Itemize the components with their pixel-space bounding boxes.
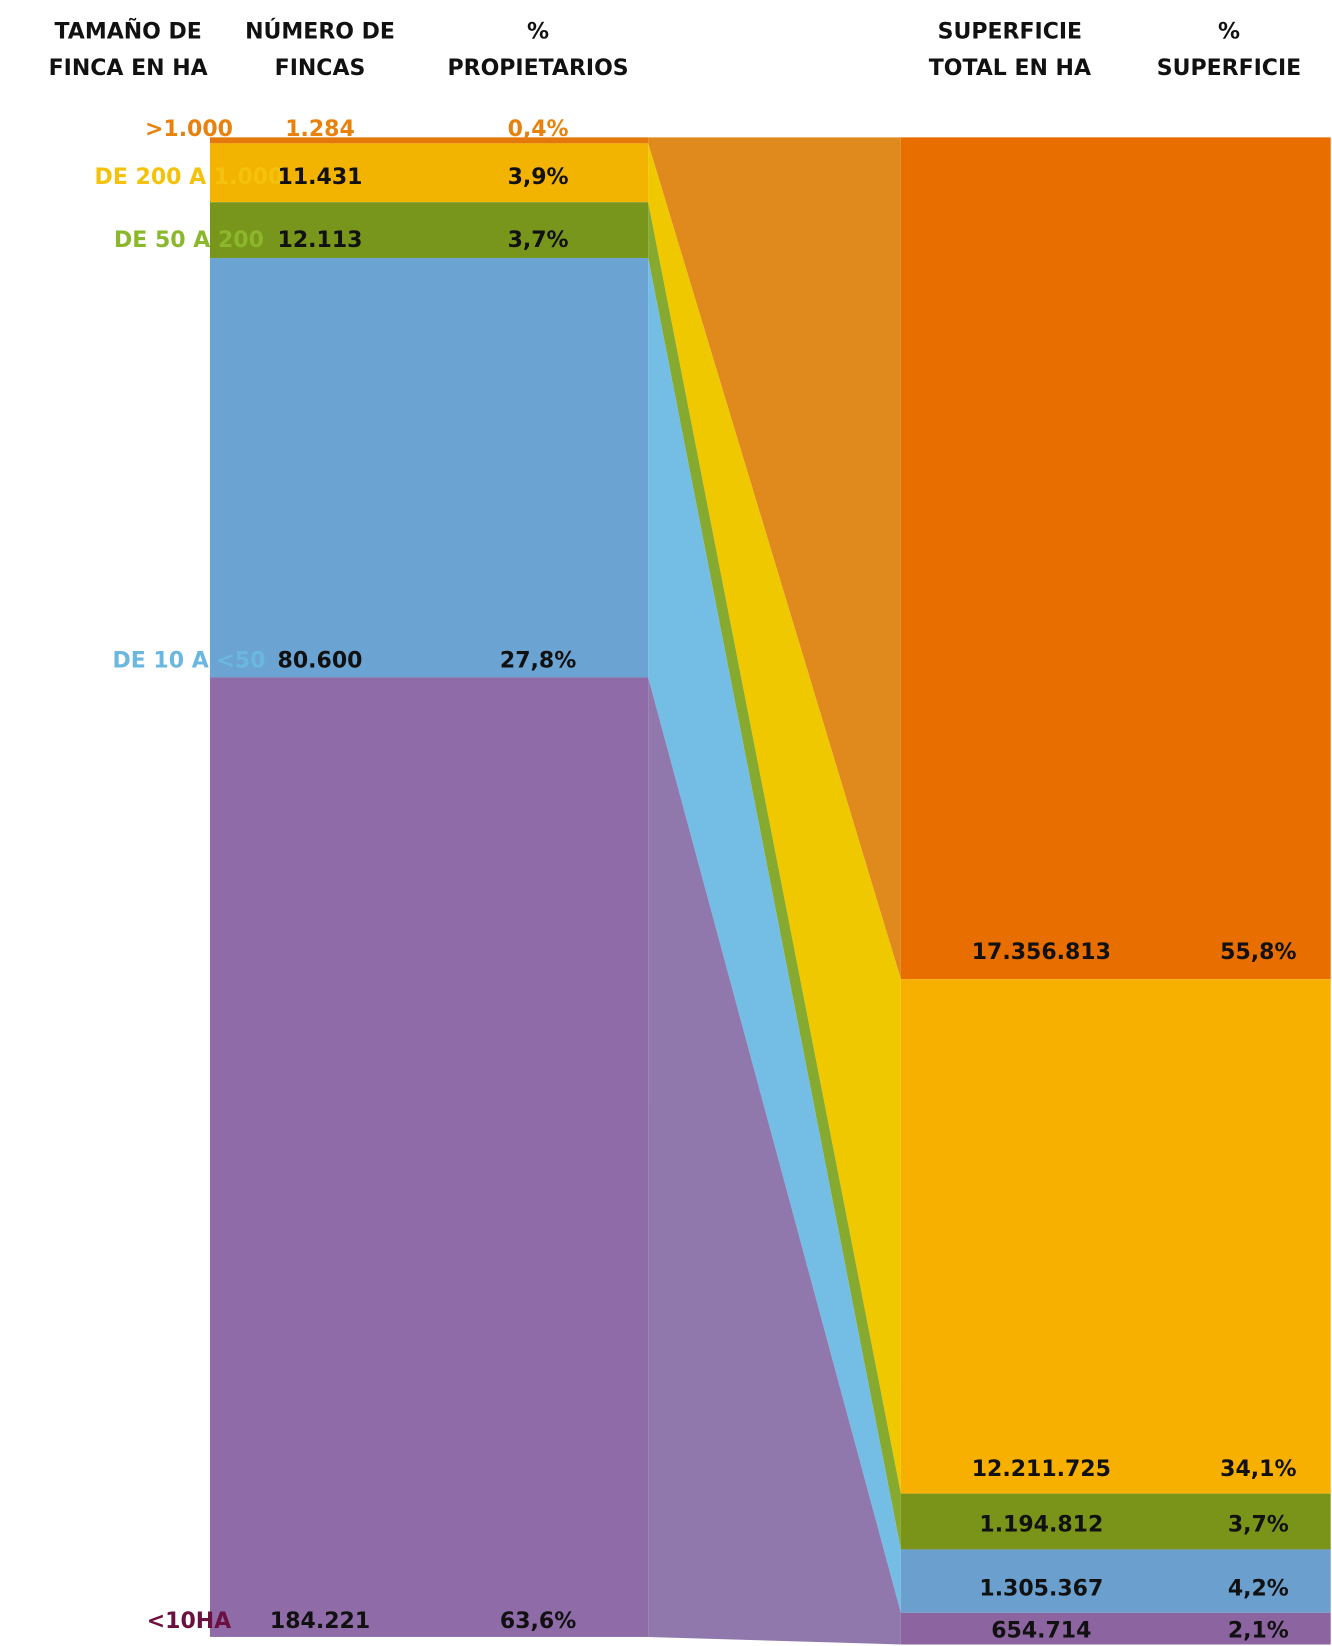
size-label: DE 10 A <50 xyxy=(112,649,265,674)
owners-bar xyxy=(209,677,649,1637)
size-label: <10HA xyxy=(147,1609,232,1634)
size-label: DE 200 A 1.000 xyxy=(95,165,284,190)
area-pct: 4,2% xyxy=(1228,1576,1289,1601)
area-bar xyxy=(900,1612,1331,1645)
area-pct: 55,8% xyxy=(1220,940,1296,965)
owners-bar xyxy=(209,137,649,144)
farm-count: 11.431 xyxy=(278,165,363,190)
column-header: FINCA EN HA xyxy=(49,56,208,81)
flow-band xyxy=(648,143,901,1494)
area-bar xyxy=(900,137,1331,980)
size-label: DE 50 A 200 xyxy=(114,228,264,253)
area-pct: 3,7% xyxy=(1228,1512,1289,1537)
area-total: 654.714 xyxy=(991,1618,1091,1643)
area-total: 12.211.725 xyxy=(972,1457,1111,1482)
owners-bar xyxy=(209,202,649,259)
owners-pct: 0,4% xyxy=(508,117,569,142)
column-header: SUPERFICIE xyxy=(1157,56,1301,81)
area-pct: 34,1% xyxy=(1220,1457,1296,1482)
farm-count: 184.221 xyxy=(270,1609,370,1634)
area-bar xyxy=(900,1493,1331,1550)
owners-pct: 63,6% xyxy=(500,1609,576,1634)
owners-bar xyxy=(209,258,649,678)
farm-count: 80.600 xyxy=(278,649,363,674)
area-total: 1.305.367 xyxy=(979,1576,1103,1601)
column-header: TAMAÑO DE xyxy=(55,19,202,45)
farm-count: 12.113 xyxy=(278,228,363,253)
flow-band xyxy=(648,202,901,1550)
area-bar xyxy=(900,1549,1331,1613)
column-header: SUPERFICIE xyxy=(938,20,1082,45)
owners-bar xyxy=(209,143,649,203)
size-label: >1.000 xyxy=(145,117,233,142)
column-header: FINCAS xyxy=(275,56,366,81)
farm-count: 1.284 xyxy=(285,117,355,142)
flow-band xyxy=(648,677,901,1645)
area-total: 1.194.812 xyxy=(979,1512,1103,1537)
owners-pct: 3,9% xyxy=(508,165,569,190)
column-header: NÚMERO DE xyxy=(245,19,395,45)
owners-pct: 3,7% xyxy=(508,228,569,253)
area-bar xyxy=(900,979,1331,1494)
area-total: 17.356.813 xyxy=(972,940,1111,965)
column-header: PROPIETARIOS xyxy=(448,56,629,81)
flow-band xyxy=(648,258,901,1613)
column-header: % xyxy=(527,20,549,45)
column-header: TOTAL EN HA xyxy=(929,56,1091,81)
area-pct: 2,1% xyxy=(1228,1618,1289,1643)
column-header: % xyxy=(1218,20,1240,45)
flow-band xyxy=(648,137,901,980)
owners-pct: 27,8% xyxy=(500,649,576,674)
